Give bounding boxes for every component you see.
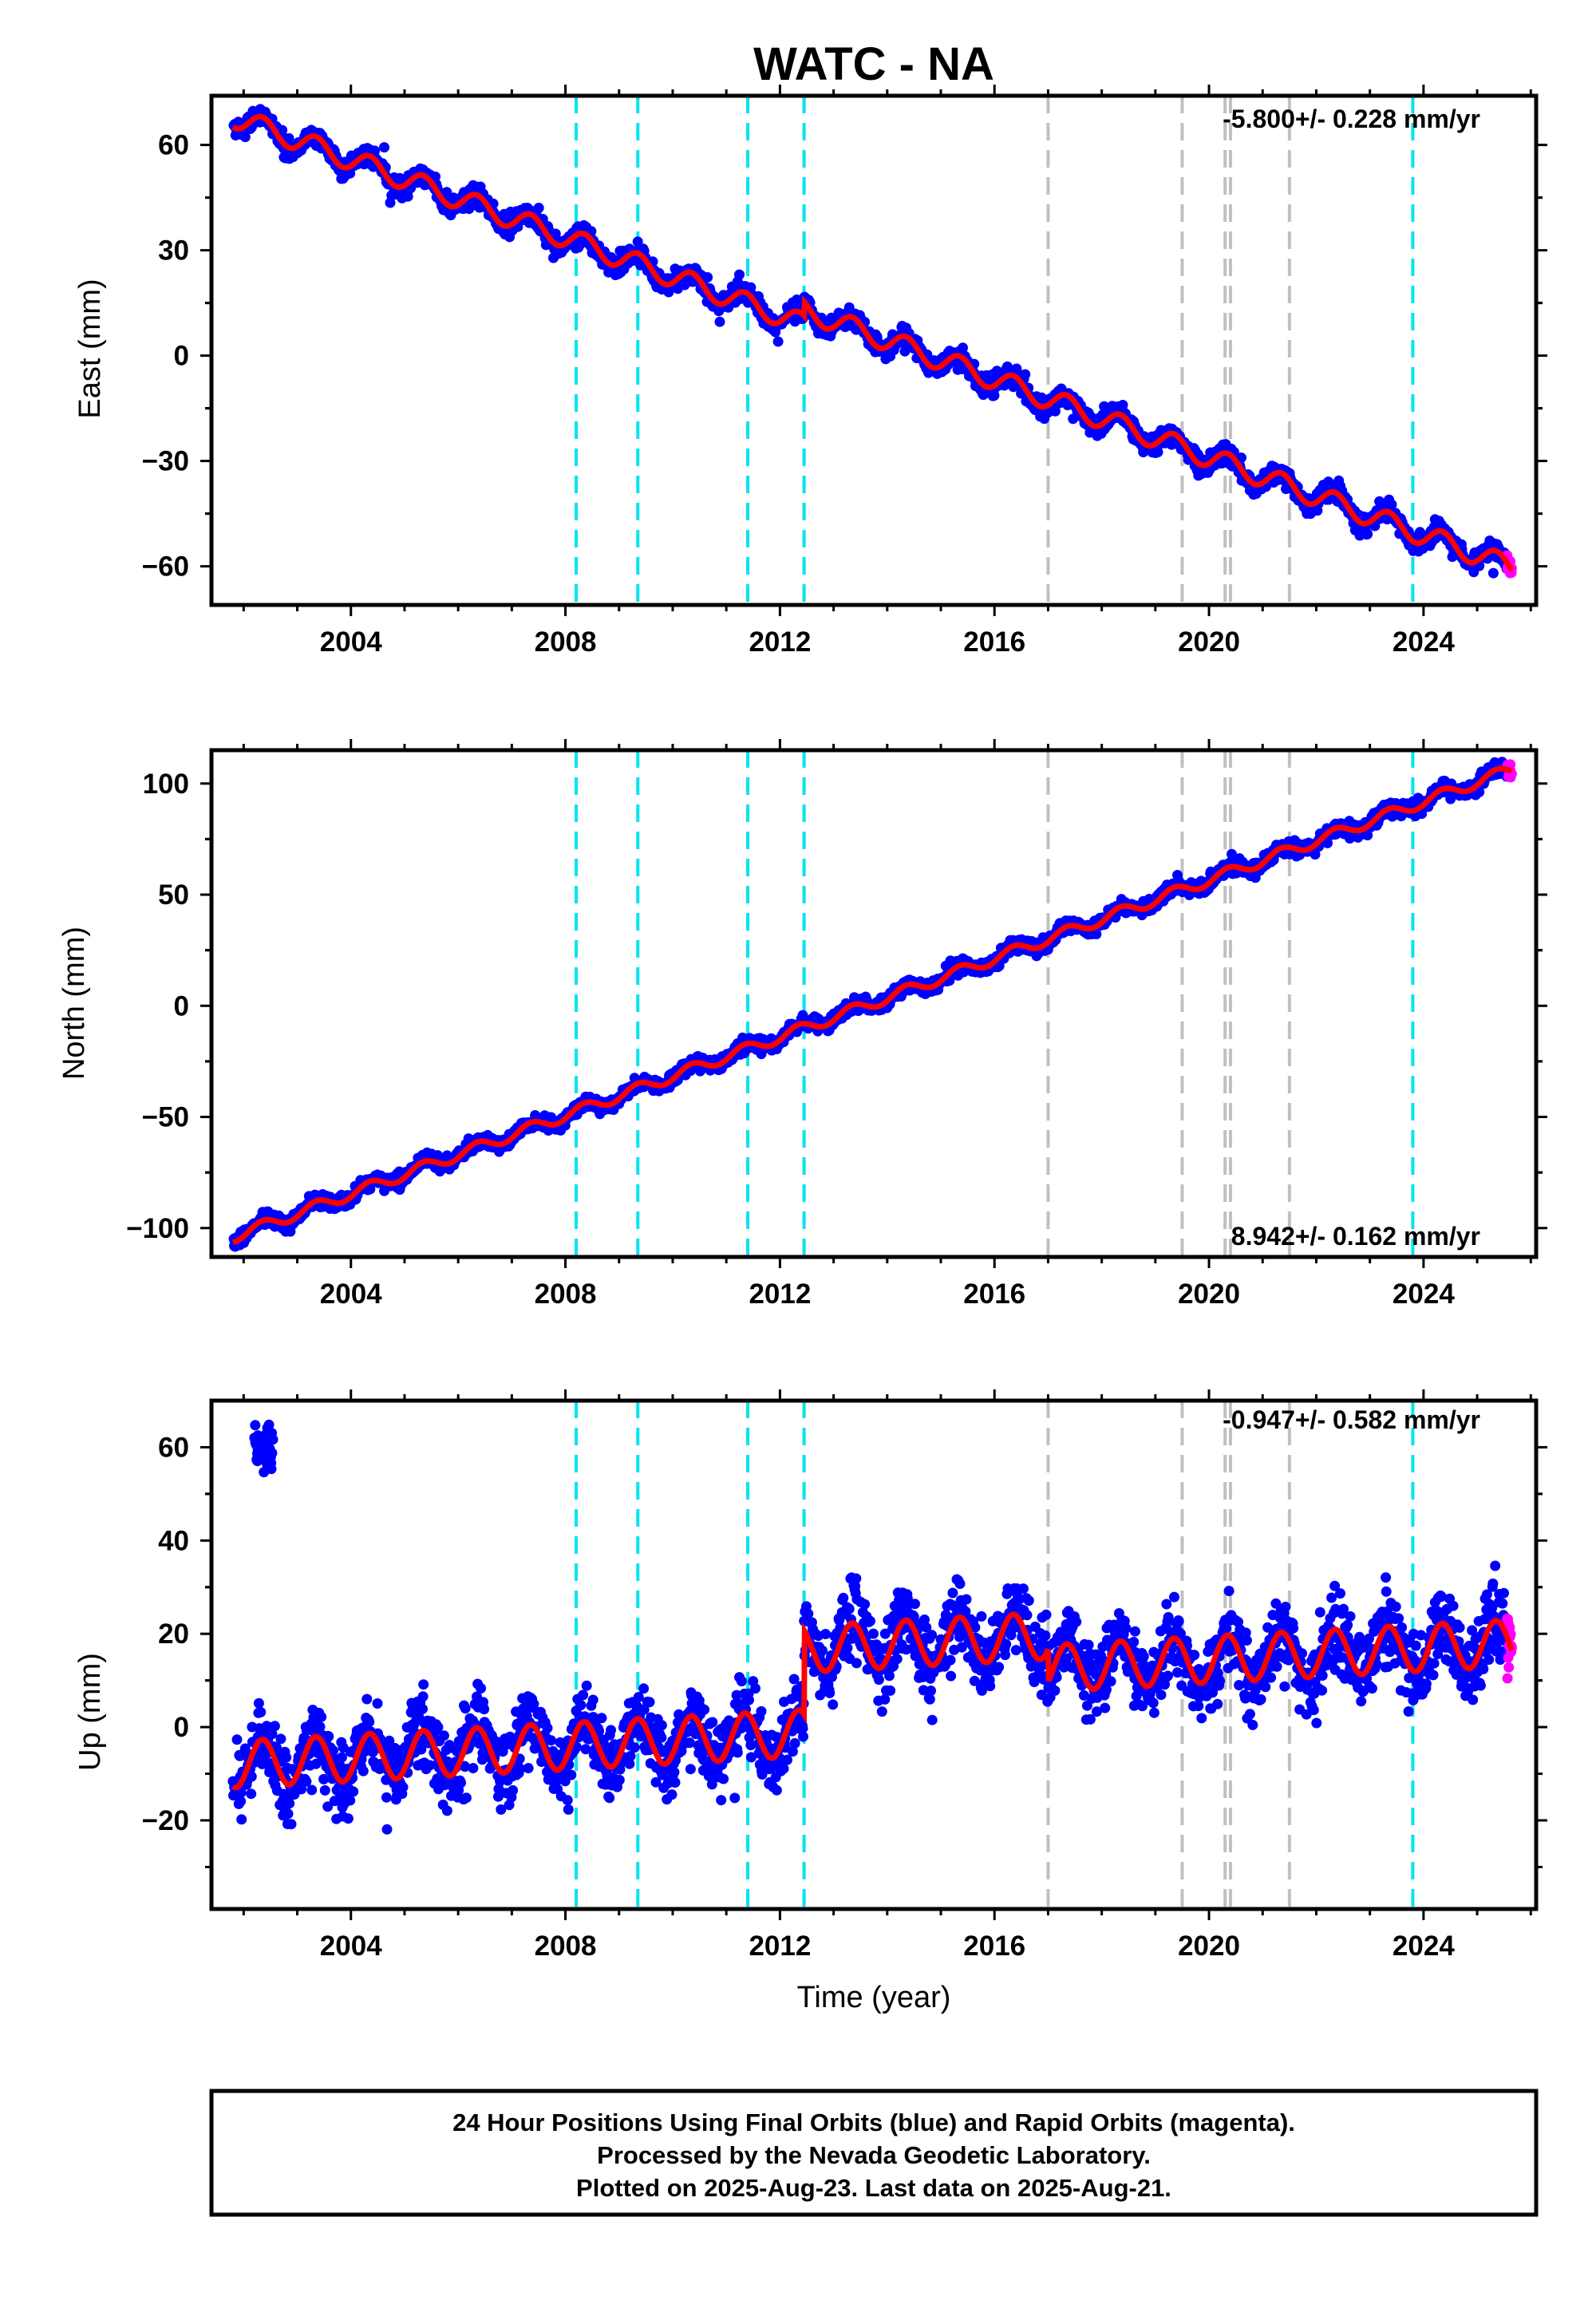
y-tick-label: −30 [142,446,189,477]
x-tick-label: 2016 [963,626,1025,658]
east-panel: 2004 2008 2012 2016 2020 2024 60 30 0 −30 −60 -5.80… [73,85,1547,658]
x-tick-label: 2004 [320,626,382,658]
y-tick-label: 60 [158,130,189,161]
x-tick-label: 2024 [1393,626,1455,658]
x-tick-label: 2020 [1178,626,1240,658]
final-orbit-point [1068,413,1079,425]
final-orbit-point [1487,567,1499,579]
final-orbit-point [550,228,561,239]
final-orbit-point [714,316,725,327]
final-orbit-point [239,132,251,143]
data-layer [228,750,1517,1257]
east-y-axis-label: East (mm) [73,279,107,418]
x-tick-label: 2008 [535,626,597,658]
final-orbit-point [734,269,745,280]
final-orbit-point [702,272,713,283]
final-orbit-point [464,204,475,215]
final-orbit-point [958,342,968,354]
data-layer [228,96,1517,605]
final-orbit-point [533,203,544,213]
final-orbit-point [772,336,784,347]
final-orbit-point [441,187,452,198]
final-orbit-point [1152,447,1163,457]
final-orbit-point [345,168,356,179]
y-tick-label: −60 [142,551,189,583]
chart-title: WATC - NA [753,38,994,90]
y-tick-label: 30 [158,235,189,267]
final-orbit-point [379,142,389,153]
final-orbit-point [1362,528,1373,539]
final-orbit-point [1020,369,1031,380]
final-orbit-point [989,390,1000,401]
final-orbit-point [277,124,288,136]
east-rate-label: -5.800+/- 0.228 mm/yr [1223,105,1480,133]
y-tick-label: 0 [174,341,189,372]
x-tick-label: 2012 [749,626,811,658]
